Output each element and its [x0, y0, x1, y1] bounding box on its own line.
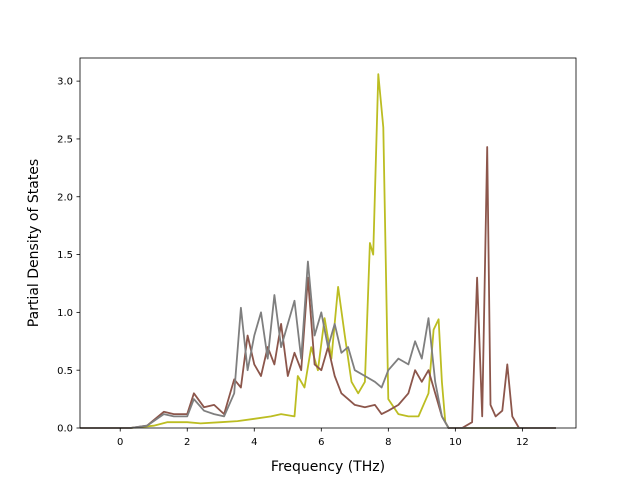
x-tick-label: 10 [449, 437, 462, 448]
y-tick-label: 0.5 [57, 366, 73, 377]
x-tick-label: 6 [318, 437, 324, 448]
y-tick-label: 2.0 [57, 192, 73, 203]
y-tick-label: 3.0 [57, 77, 73, 88]
y-tick-label: 1.5 [57, 250, 73, 261]
x-tick-label: 4 [251, 437, 257, 448]
x-axis-label: Frequency (THz) [271, 459, 385, 475]
y-tick-label: 0.0 [57, 424, 73, 435]
x-axis-ticks: 0 2 4 6 8 10 12 [117, 428, 529, 448]
y-axis-ticks: 0.0 0.5 1.0 1.5 2.0 2.5 3.0 [57, 77, 80, 435]
y-axis-label: Partial Density of States [26, 159, 42, 327]
plot-lines [80, 73, 556, 429]
series-line-3 [80, 260, 556, 429]
y-tick-label: 2.5 [57, 135, 73, 146]
x-tick-label: 8 [385, 437, 391, 448]
series-line-2 [80, 146, 556, 429]
x-tick-label: 2 [184, 437, 190, 448]
x-tick-label: 0 [117, 437, 123, 448]
x-tick-label: 12 [516, 437, 529, 448]
y-tick-label: 1.0 [57, 308, 73, 319]
plot-frame [79, 57, 577, 429]
